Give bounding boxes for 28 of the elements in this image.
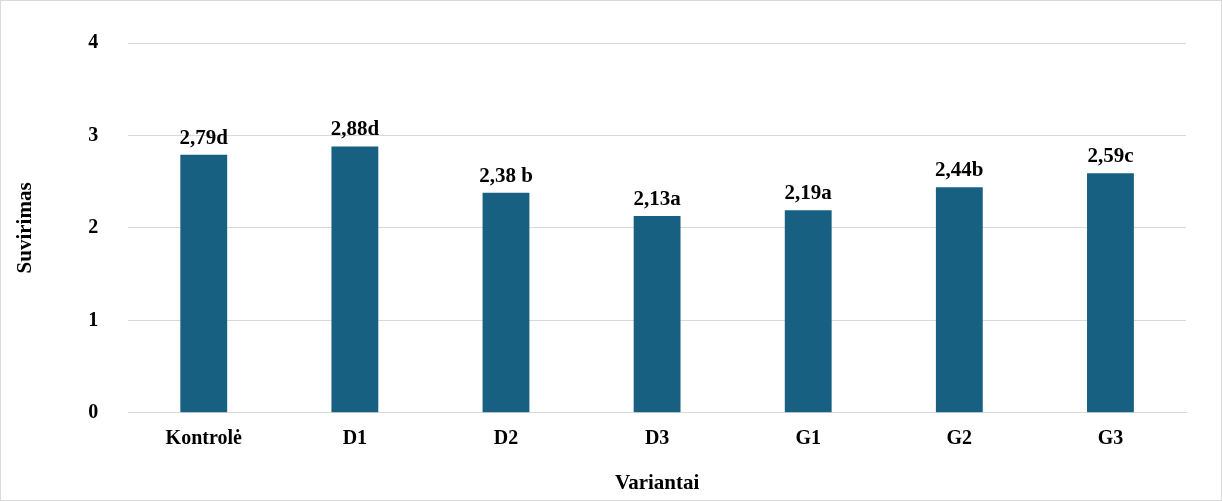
data-label: 2,13a: [633, 185, 682, 210]
y-tick-label: 4: [88, 30, 99, 53]
y-tick-label: 1: [88, 307, 99, 330]
bar: [784, 210, 832, 413]
data-label: 2,38 b: [479, 162, 533, 187]
y-axis-title: Suvirimas: [12, 182, 37, 274]
bar: [1087, 173, 1134, 413]
x-axis-title: Variantai: [614, 469, 700, 494]
x-tick-label: D2: [493, 425, 519, 448]
bar: [935, 187, 983, 413]
data-label: 2,79d: [179, 124, 229, 149]
x-tick-label: G3: [1097, 425, 1124, 448]
y-tick-label: 3: [88, 122, 99, 145]
y-tick-label: 2: [88, 215, 99, 238]
bar: [633, 215, 681, 413]
x-tick-label: Kontrolė: [165, 425, 243, 448]
x-tick-label: G1: [795, 425, 821, 448]
x-tick-label: D3: [644, 425, 670, 448]
data-label: 2,44b: [935, 157, 984, 182]
x-tick-label: G2: [946, 425, 973, 448]
y-tick-label: 0: [88, 399, 99, 422]
bar: [180, 154, 228, 413]
x-tick-label: D1: [342, 425, 368, 448]
bar: [331, 146, 379, 413]
bar: [482, 192, 530, 413]
data-label: 2,19a: [784, 180, 833, 205]
data-label: 2,88d: [330, 116, 380, 141]
data-label: 2,59c: [1087, 143, 1134, 168]
